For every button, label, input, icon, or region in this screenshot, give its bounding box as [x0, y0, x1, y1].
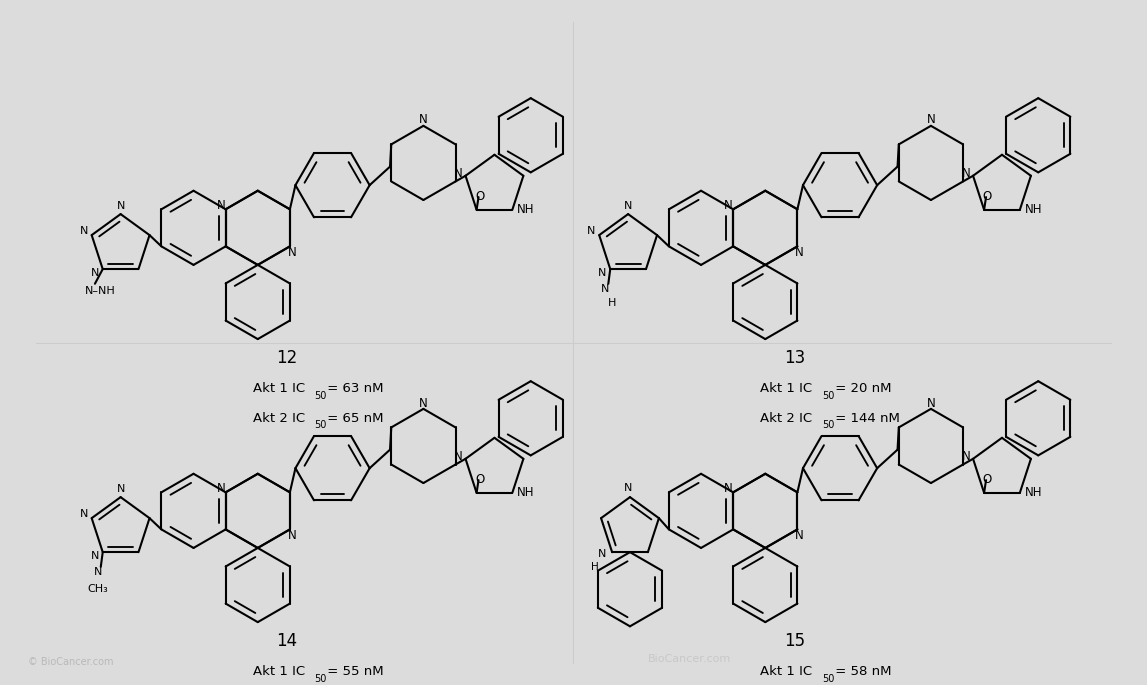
Text: O: O — [475, 190, 484, 203]
Text: N: N — [454, 167, 463, 180]
Text: = 55 nM: = 55 nM — [323, 665, 384, 678]
Text: Akt 1 IC: Akt 1 IC — [252, 382, 305, 395]
Text: N: N — [624, 484, 632, 493]
Text: = 63 nM: = 63 nM — [323, 382, 383, 395]
Text: N: N — [962, 167, 970, 180]
Text: = 65 nM: = 65 nM — [323, 412, 383, 425]
Text: H: H — [591, 562, 599, 572]
Text: N: N — [599, 549, 607, 559]
Text: N: N — [117, 201, 125, 211]
Text: H: H — [608, 298, 616, 308]
Text: Akt 2 IC: Akt 2 IC — [760, 412, 812, 425]
Text: N: N — [91, 551, 99, 561]
Text: N: N — [419, 114, 428, 127]
Text: N–NH: N–NH — [85, 286, 116, 296]
Text: N: N — [419, 397, 428, 410]
Text: O: O — [983, 190, 992, 203]
Text: N: N — [94, 566, 102, 577]
Text: N: N — [91, 268, 99, 278]
Text: 13: 13 — [783, 349, 805, 366]
Text: = 144 nM: = 144 nM — [830, 412, 899, 425]
Text: N: N — [795, 246, 804, 259]
Text: = 20 nM: = 20 nM — [830, 382, 891, 395]
Text: = 58 nM: = 58 nM — [830, 665, 891, 678]
Text: 50: 50 — [314, 390, 327, 401]
Text: O: O — [983, 473, 992, 486]
Text: NH: NH — [517, 486, 535, 499]
Text: 50: 50 — [822, 390, 834, 401]
Text: N: N — [601, 284, 609, 294]
Text: N: N — [288, 529, 296, 542]
Text: 50: 50 — [314, 674, 327, 684]
Text: 50: 50 — [822, 674, 834, 684]
Text: NH: NH — [1024, 486, 1043, 499]
Text: 50: 50 — [822, 420, 834, 430]
Text: CH₃: CH₃ — [87, 584, 108, 595]
Text: N: N — [624, 201, 632, 211]
Text: © BioCancer.com: © BioCancer.com — [29, 657, 114, 667]
Text: N: N — [117, 484, 125, 495]
Text: NH: NH — [1024, 203, 1043, 216]
Text: N: N — [927, 397, 935, 410]
Text: BioCancer.com: BioCancer.com — [648, 654, 732, 664]
Text: N: N — [599, 268, 607, 278]
Text: N: N — [724, 482, 733, 495]
Text: Akt 2 IC: Akt 2 IC — [252, 412, 305, 425]
Text: NH: NH — [517, 203, 535, 216]
Text: N: N — [217, 482, 225, 495]
Text: N: N — [724, 199, 733, 212]
Text: N: N — [217, 199, 225, 212]
Text: Akt 1 IC: Akt 1 IC — [760, 665, 812, 678]
Text: N: N — [795, 529, 804, 542]
Text: N: N — [288, 246, 296, 259]
Text: N: N — [587, 226, 595, 236]
Text: N: N — [962, 450, 970, 463]
Text: N: N — [79, 509, 88, 519]
Text: N: N — [79, 226, 88, 236]
Text: 14: 14 — [276, 632, 297, 649]
Text: N: N — [454, 450, 463, 463]
Text: Akt 1 IC: Akt 1 IC — [760, 382, 812, 395]
Text: Akt 1 IC: Akt 1 IC — [252, 665, 305, 678]
Text: 50: 50 — [314, 420, 327, 430]
Text: N: N — [927, 114, 935, 127]
Text: 12: 12 — [276, 349, 298, 366]
Text: O: O — [475, 473, 484, 486]
Text: 15: 15 — [785, 632, 805, 649]
